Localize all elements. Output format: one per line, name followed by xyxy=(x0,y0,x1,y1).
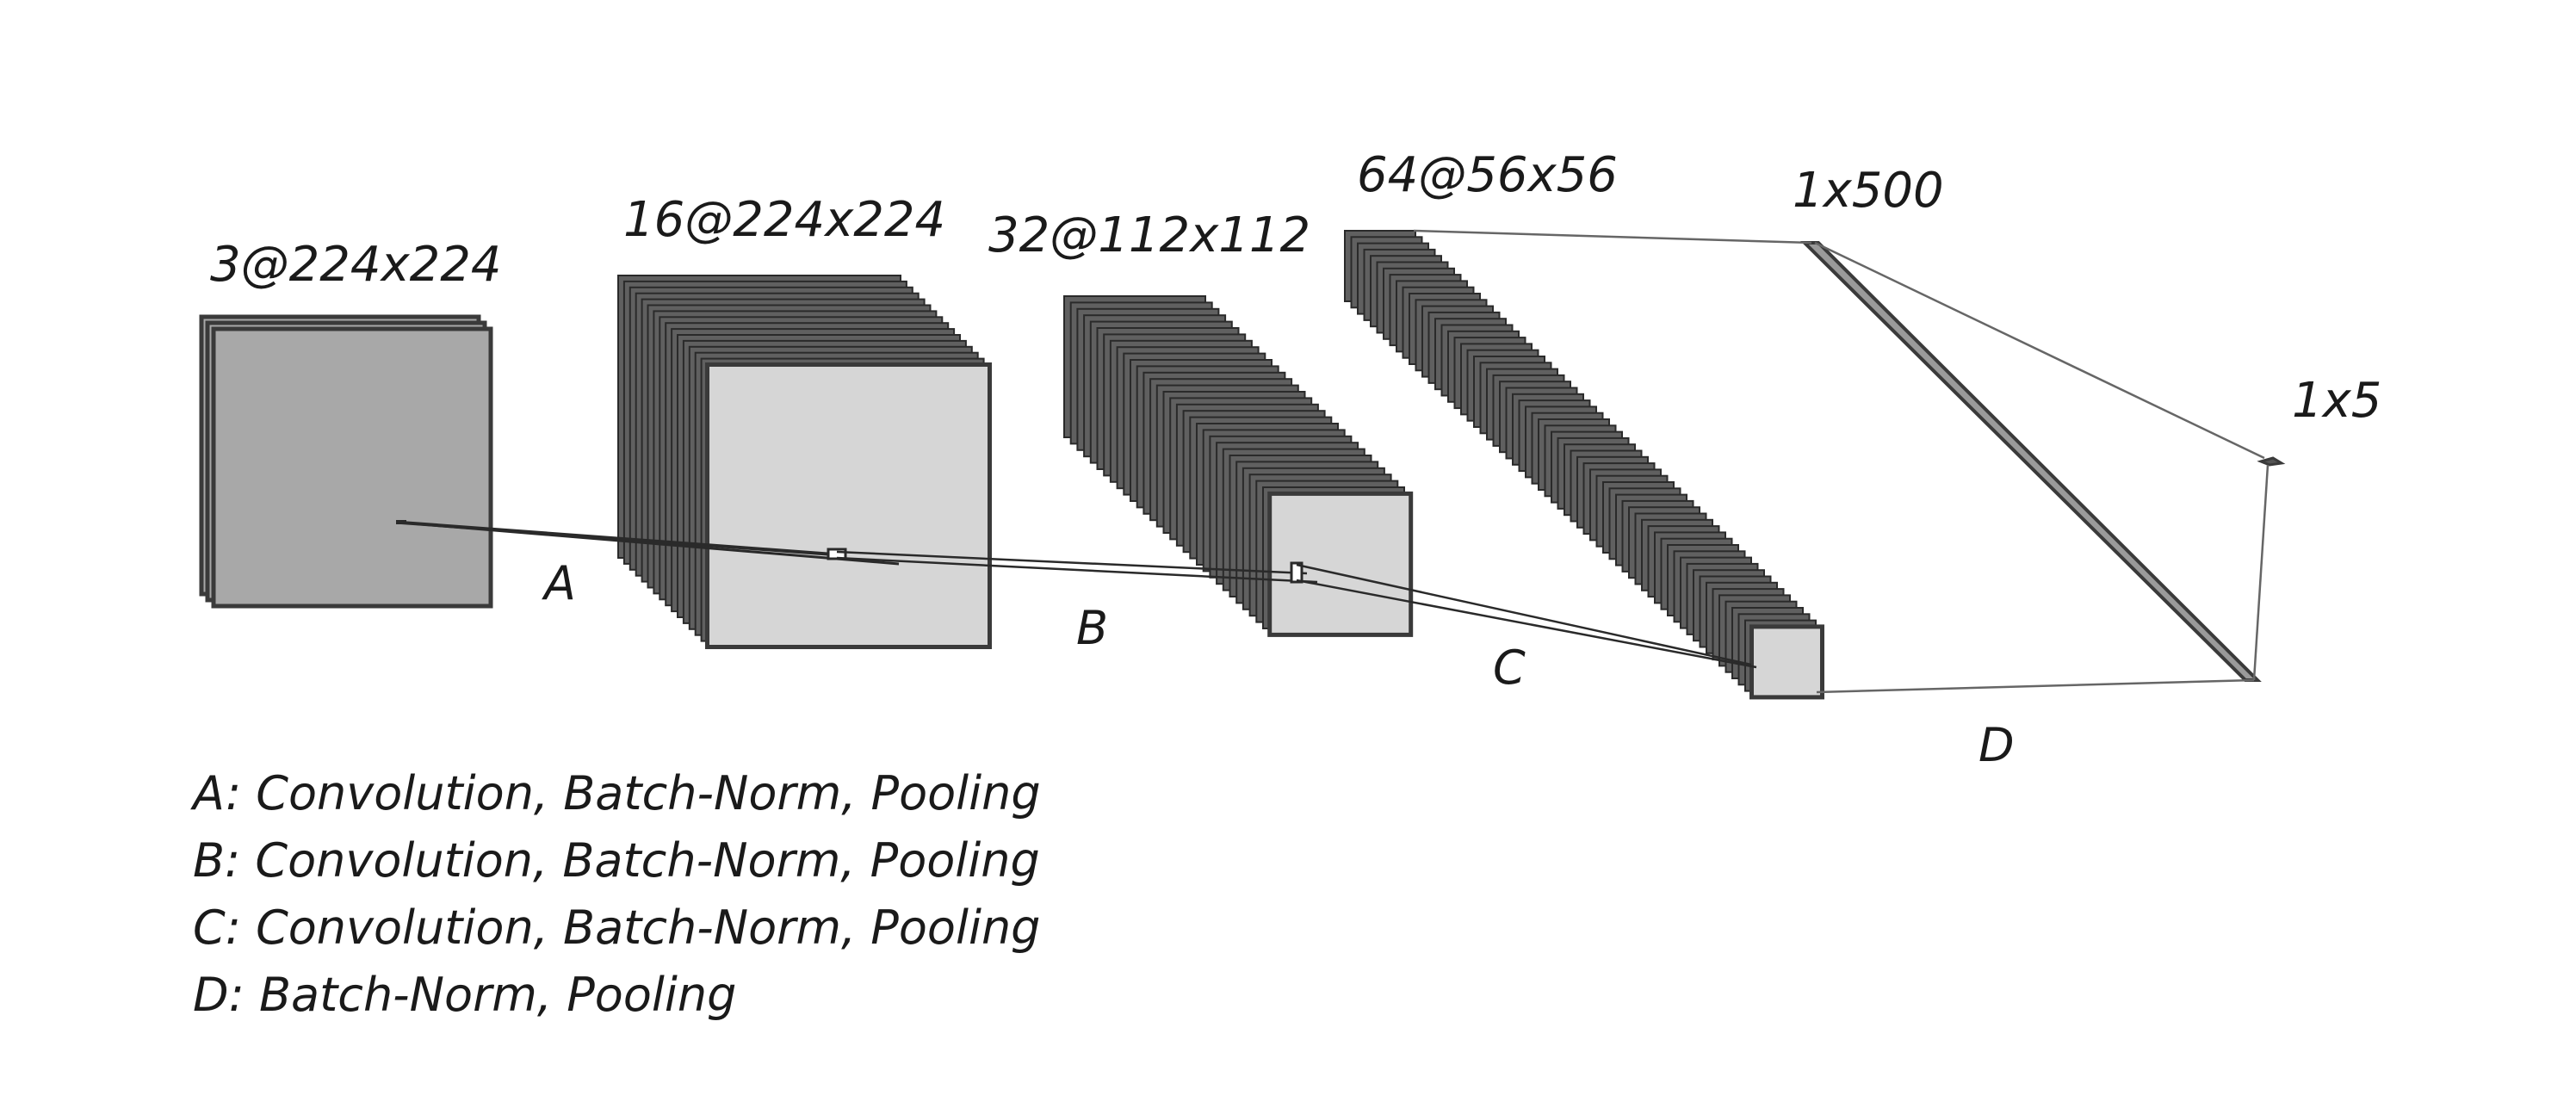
legend-item-b: B: Convolution, Batch-Norm, Pooling xyxy=(193,833,1040,888)
output-vector-5 xyxy=(2257,456,2286,467)
label-conv3: 64@56x56 xyxy=(1357,147,1618,203)
legend-item-d: D: Batch-Norm, Pooling xyxy=(193,968,736,1022)
legend-item-a: A: Convolution, Batch-Norm, Pooling xyxy=(190,766,1041,820)
transition-b: B xyxy=(1076,601,1108,655)
transition-a: A xyxy=(542,556,576,610)
label-output: 1x5 xyxy=(2292,373,2381,429)
connection-lines xyxy=(396,229,2269,694)
legend: A: Convolution, Batch-Norm, Pooling B: C… xyxy=(190,766,1041,1022)
conv2-feature-stack xyxy=(1063,295,1414,637)
transition-d: D xyxy=(1978,718,2015,772)
fc-vector-500 xyxy=(1800,241,2262,682)
conv1-map xyxy=(705,362,992,649)
conv1-feature-stack xyxy=(617,275,992,649)
transition-c: C xyxy=(1493,641,1526,695)
label-conv1: 16@224x224 xyxy=(623,192,945,248)
label-conv2: 32@112x112 xyxy=(988,207,1310,263)
conv3-map xyxy=(1749,624,1824,700)
label-input: 3@224x224 xyxy=(210,237,502,293)
legend-item-c: C: Convolution, Batch-Norm, Pooling xyxy=(193,901,1040,955)
input-layer xyxy=(199,314,493,609)
conv3-feature-stack xyxy=(1344,230,1824,700)
label-fc1: 1x500 xyxy=(1793,163,1944,219)
